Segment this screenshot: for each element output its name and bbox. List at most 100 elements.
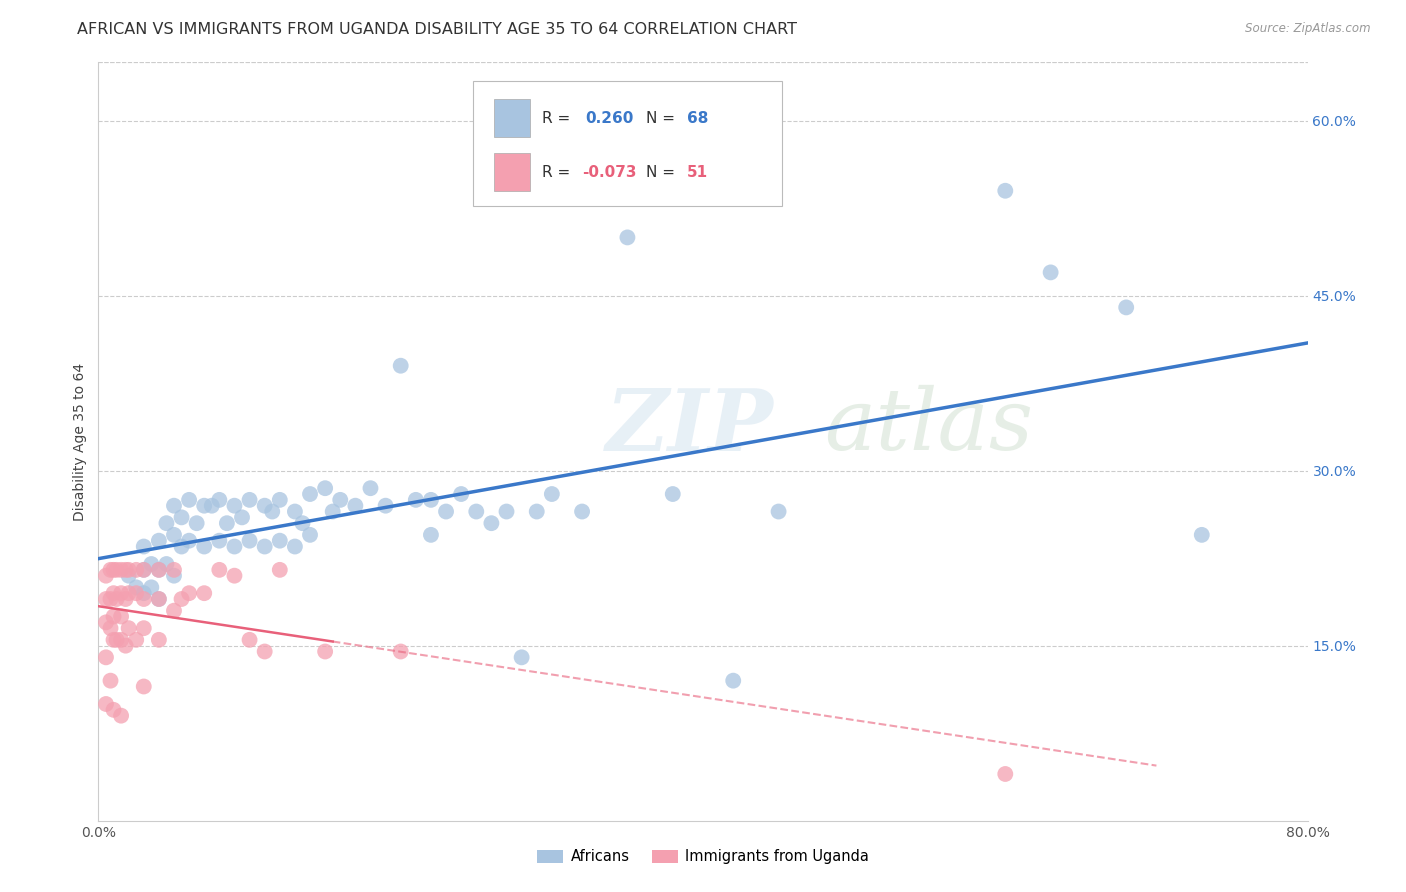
Text: 51: 51 [688,165,709,179]
Point [253,499,276,513]
Point [179,533,201,548]
Point [208,533,231,548]
Point [148,563,170,577]
Bar [494,153,530,191]
Point [148,592,170,607]
Point [125,632,148,647]
Point [360,481,382,495]
Point [125,580,148,594]
Text: atlas: atlas [824,385,1033,467]
Point [103,632,125,647]
Point [299,487,322,501]
Point [269,563,291,577]
Point [148,533,170,548]
Text: 0.260: 0.260 [586,111,634,126]
Point [495,504,517,518]
Point [389,644,412,658]
Legend: Africans, Immigrants from Uganda: Africans, Immigrants from Uganda [531,844,875,871]
Point [510,650,533,665]
Point [481,516,503,531]
Text: R =: R = [543,111,575,126]
Point [1115,301,1137,315]
Point [114,592,136,607]
Point [114,639,136,653]
Point [322,504,344,518]
Point [94,615,117,630]
Text: -0.073: -0.073 [582,165,637,179]
Point [723,673,745,688]
Point [100,621,122,635]
FancyBboxPatch shape [474,81,782,207]
Point [314,644,336,658]
Point [186,516,208,531]
Point [110,563,132,577]
Point [291,516,314,531]
Point [253,540,276,554]
Point [231,510,253,524]
Point [179,492,201,507]
Point [118,568,141,582]
Point [132,563,155,577]
Point [299,528,322,542]
Point [141,580,163,594]
Point [100,592,122,607]
Point [118,621,141,635]
Point [224,499,246,513]
Text: R =: R = [543,165,575,179]
Point [420,492,443,507]
Point [389,359,412,373]
Point [103,586,125,600]
Point [132,621,155,635]
Point [114,563,136,577]
Text: AFRICAN VS IMMIGRANTS FROM UGANDA DISABILITY AGE 35 TO 64 CORRELATION CHART: AFRICAN VS IMMIGRANTS FROM UGANDA DISABI… [77,22,797,37]
Point [201,499,224,513]
Point [661,487,683,501]
Point [110,586,132,600]
Point [284,540,307,554]
Point [314,481,336,495]
Point [193,586,215,600]
Point [450,487,472,501]
Point [103,703,125,717]
Point [329,492,352,507]
Point [110,609,132,624]
Text: N =: N = [647,111,681,126]
Point [94,650,117,665]
Text: ZIP: ZIP [606,384,775,468]
Point [148,563,170,577]
Point [132,592,155,607]
Point [155,557,177,571]
Point [103,563,125,577]
Point [239,492,262,507]
Point [132,586,155,600]
Point [163,563,186,577]
Point [768,504,790,518]
Point [208,492,231,507]
Point [94,697,117,711]
Point [118,563,141,577]
Point [1191,528,1213,542]
Point [571,504,593,518]
Point [110,632,132,647]
Point [193,499,215,513]
Point [253,644,276,658]
Point [155,516,177,531]
Point [224,568,246,582]
Point [540,487,562,501]
Point [163,528,186,542]
Point [94,592,117,607]
Point [344,499,367,513]
Point [465,504,488,518]
Point [100,563,122,577]
Point [103,609,125,624]
Point [405,492,427,507]
Point [163,499,186,513]
Point [262,504,284,518]
Point [374,499,396,513]
Point [208,563,231,577]
Point [148,592,170,607]
Point [170,592,193,607]
Point [193,540,215,554]
Point [100,673,122,688]
Point [526,504,548,518]
